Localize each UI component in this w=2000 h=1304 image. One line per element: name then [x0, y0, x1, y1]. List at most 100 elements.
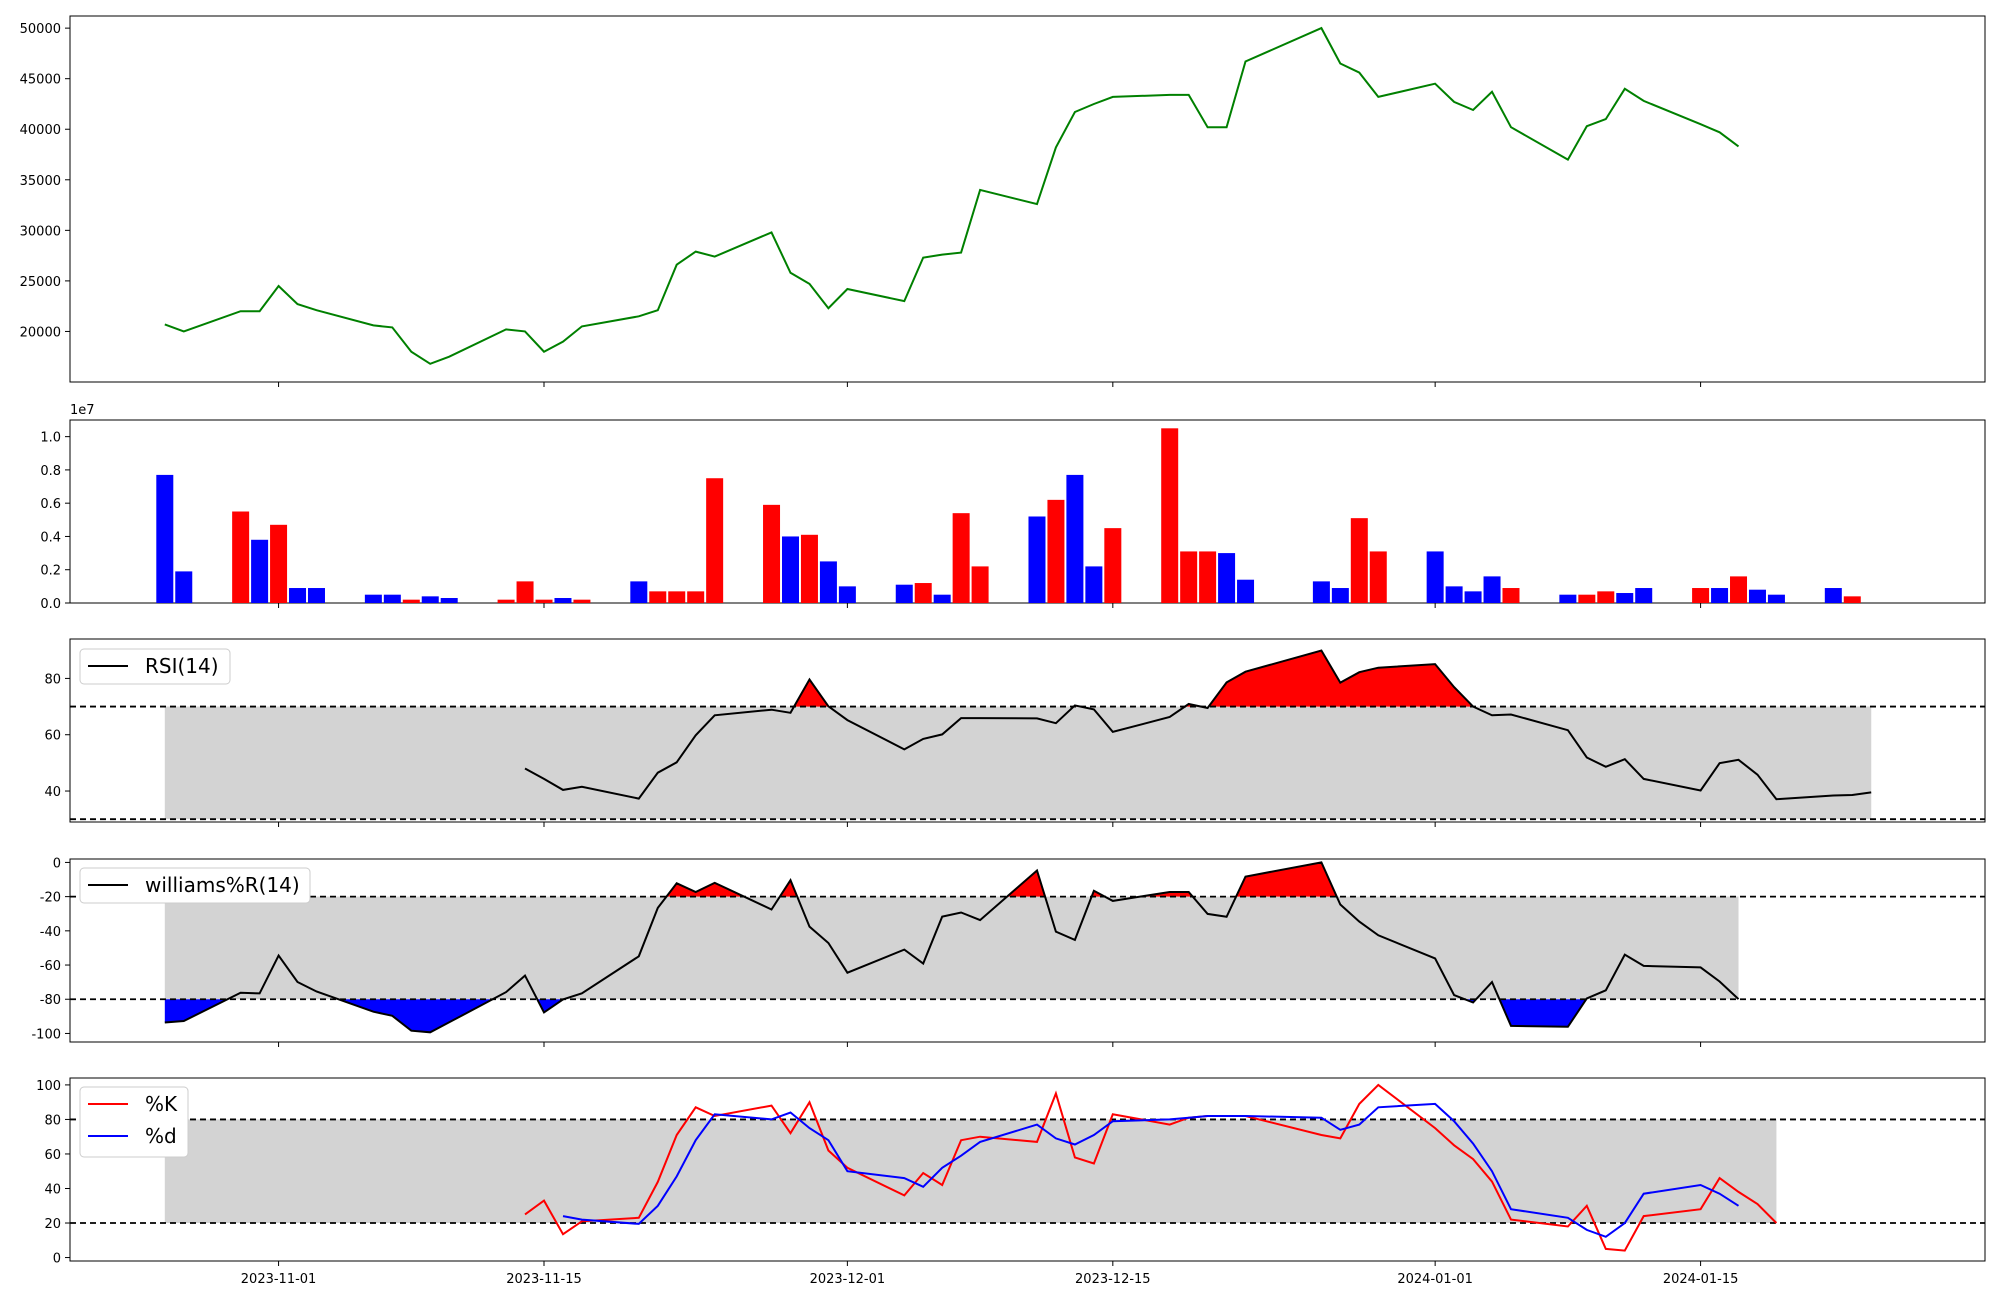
volume-bar	[1161, 428, 1179, 603]
price-line	[164, 26, 1740, 365]
y-tick-label: 40000	[20, 123, 61, 138]
williams-panel: 0 -20 -40 -60 -80 -100 williams%R(14)	[31, 856, 1986, 1043]
volume-bar	[1502, 588, 1520, 603]
x-tick-label: 2023-11-15	[506, 1272, 582, 1287]
y-tick-label: 25000	[20, 275, 61, 290]
stochastic-ticks: 0 20 40 60 80 100	[36, 1079, 70, 1267]
volume-bar	[838, 586, 856, 603]
volume-bar	[1104, 528, 1122, 603]
volume-bar	[1369, 551, 1387, 603]
volume-bar	[819, 561, 837, 603]
volume-bar	[895, 584, 913, 603]
y-tick-label: 40	[44, 785, 61, 800]
volume-bar	[1616, 593, 1634, 603]
volume-bar	[1843, 596, 1861, 603]
y-tick-label: 0	[53, 856, 61, 871]
stochastic-layers	[70, 1083, 1985, 1252]
rsi-panel: 40 60 80 RSI(14)	[44, 638, 1986, 823]
y-tick-label: 0.4	[40, 530, 61, 545]
k-legend-label: %K	[145, 1092, 178, 1116]
d-legend-label: %d	[145, 1124, 177, 1148]
volume-bar	[573, 599, 591, 603]
volume-bar	[649, 591, 667, 603]
stochastic-legend: %K %d	[79, 1086, 189, 1158]
volume-bar	[156, 474, 174, 603]
williams-legend-label: williams%R(14)	[145, 873, 300, 897]
volume-bar	[706, 478, 724, 603]
volume-bar	[1730, 576, 1748, 603]
volume-bar	[952, 513, 970, 603]
volume-bar	[914, 583, 932, 603]
rsi-ticks: 40 60 80	[44, 672, 70, 800]
volume-bar	[497, 599, 515, 603]
williams-legend-box	[79, 867, 311, 904]
date-axis: 2023-11-01 2023-11-15 2023-12-01 2023-12-15…	[241, 382, 1738, 1287]
volume-bar	[1767, 594, 1785, 603]
williams-layers	[70, 861, 1985, 1034]
volume-bar	[1350, 518, 1368, 603]
neutral-band	[164, 896, 1739, 1000]
volume-bar	[763, 504, 781, 603]
volume-panel: 0.0 0.2 0.4 0.6 0.8 1.0 1e7	[40, 403, 1986, 612]
price-plot-frame	[69, 15, 1986, 383]
y-tick-label: 80	[44, 1113, 61, 1128]
volume-bar	[440, 598, 458, 603]
overbought-fill	[666, 882, 745, 897]
overbought-fill	[1236, 862, 1337, 897]
y-tick-label: 0.0	[40, 597, 61, 612]
volume-bar	[1237, 579, 1255, 603]
y-tick-label: 80	[44, 672, 61, 687]
y-tick-label: -100	[31, 1027, 61, 1042]
volume-bar	[1218, 553, 1236, 603]
y-tick-label: 30000	[20, 224, 61, 239]
rsi-legend-box	[79, 648, 231, 685]
volume-bar	[251, 539, 269, 603]
y-tick-label: -80	[40, 993, 61, 1008]
volume-bar	[364, 594, 382, 603]
volume-bar	[1748, 589, 1766, 603]
stochastic-panel: 0 20 40 60 80 100 %K %d	[36, 1077, 1986, 1267]
y-tick-label: 20	[44, 1217, 61, 1232]
williams-legend: williams%R(14)	[79, 867, 311, 904]
y-tick-label: 20000	[20, 325, 61, 340]
rsi-legend: RSI(14)	[79, 648, 231, 685]
volume-bar	[1824, 588, 1842, 603]
oversold-fill	[1499, 999, 1587, 1027]
y-tick-label: 0.8	[40, 464, 61, 479]
y-tick-label: 1.0	[40, 431, 61, 446]
d-line	[562, 1102, 1740, 1238]
y-tick-label: -20	[40, 891, 61, 906]
y-tick-label: -60	[40, 959, 61, 974]
rsi-layers	[70, 649, 1985, 821]
y-tick-label: 0.6	[40, 497, 61, 512]
volume-bar	[1483, 576, 1501, 603]
volume-bar	[232, 511, 250, 603]
volume-bar	[1559, 594, 1577, 603]
volume-bar	[535, 599, 553, 603]
volume-exponent-label: 1e7	[70, 403, 95, 418]
rsi-line	[524, 649, 1872, 801]
williams-ticks: 0 -20 -40 -60 -80 -100	[31, 856, 70, 1042]
y-tick-label: 60	[44, 1148, 61, 1163]
volume-bar	[1635, 588, 1653, 603]
y-tick-label: 0	[53, 1252, 61, 1267]
volume-bar	[1199, 551, 1217, 603]
x-tick-label: 2023-12-15	[1075, 1272, 1151, 1287]
volume-bar	[1426, 551, 1444, 603]
volume-bar	[1180, 551, 1198, 603]
volume-bar	[383, 594, 401, 603]
overbought-fill	[794, 679, 829, 707]
neutral-band	[164, 706, 1872, 820]
volume-bar	[1597, 591, 1615, 603]
volume-bar	[1692, 588, 1710, 603]
volume-bar	[800, 534, 818, 603]
y-tick-label: 50000	[20, 22, 61, 37]
volume-bar	[781, 536, 799, 603]
volume-bar	[1711, 588, 1729, 603]
volume-plot-frame	[69, 419, 1986, 604]
rsi-legend-label: RSI(14)	[145, 654, 219, 678]
overbought-fill	[1007, 870, 1046, 897]
volume-bar	[1085, 566, 1103, 603]
volume-bar	[971, 566, 989, 603]
